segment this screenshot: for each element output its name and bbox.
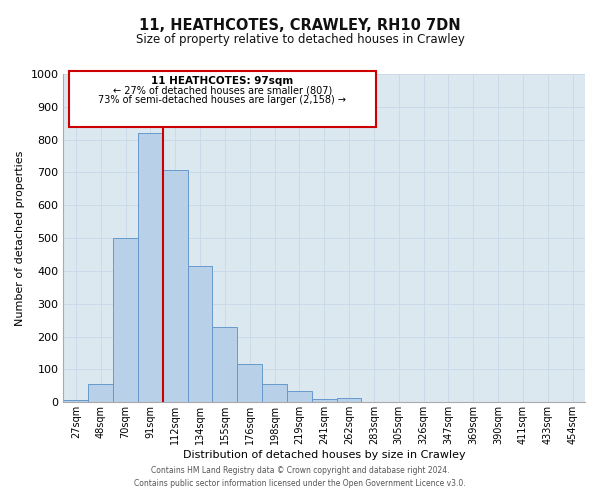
Bar	[163, 170, 188, 402]
Bar	[237, 364, 262, 403]
Text: 11, HEATHCOTES, CRAWLEY, RH10 7DN: 11, HEATHCOTES, CRAWLEY, RH10 7DN	[139, 18, 461, 32]
Text: Contains HM Land Registry data © Crown copyright and database right 2024.
Contai: Contains HM Land Registry data © Crown c…	[134, 466, 466, 487]
X-axis label: Distribution of detached houses by size in Crawley: Distribution of detached houses by size …	[183, 450, 466, 460]
Text: Size of property relative to detached houses in Crawley: Size of property relative to detached ho…	[136, 32, 464, 46]
Bar	[337, 398, 361, 402]
Bar	[88, 384, 113, 402]
Bar	[188, 266, 212, 402]
Bar	[138, 133, 163, 402]
Bar	[212, 327, 237, 402]
Bar	[262, 384, 287, 402]
Text: 11 HEATHCOTES: 97sqm: 11 HEATHCOTES: 97sqm	[151, 76, 293, 86]
Text: ← 27% of detached houses are smaller (807): ← 27% of detached houses are smaller (80…	[113, 86, 332, 96]
FancyBboxPatch shape	[68, 70, 376, 126]
Bar	[312, 399, 337, 402]
Bar	[64, 400, 88, 402]
Bar	[113, 238, 138, 402]
Bar	[287, 391, 312, 402]
Text: 73% of semi-detached houses are larger (2,158) →: 73% of semi-detached houses are larger (…	[98, 96, 346, 106]
Y-axis label: Number of detached properties: Number of detached properties	[15, 150, 25, 326]
